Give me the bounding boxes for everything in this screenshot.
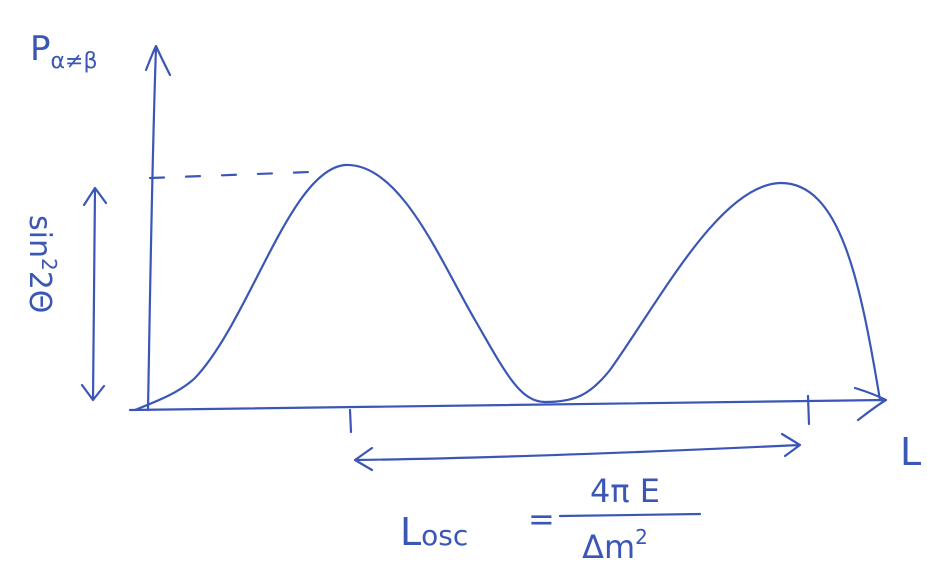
fraction-bar (560, 514, 700, 516)
y-axis-label: Pα≠β (30, 29, 98, 74)
formula-equals: = (528, 500, 555, 538)
y-axis-label-main: P (30, 29, 51, 69)
formula-lhs-subscript: osc (421, 519, 468, 552)
y-axis (146, 46, 170, 410)
max-line (150, 172, 310, 178)
formula-lhs: Losc (400, 510, 468, 554)
formula-denominator-main: Δm (582, 528, 635, 566)
probability-curve (135, 165, 880, 410)
x-axis-label: L (900, 430, 921, 474)
amplitude-main: sin (22, 215, 57, 258)
formula-numerator: 4π E (590, 472, 660, 510)
y-axis-label-subscript: α≠β (51, 49, 98, 74)
amplitude-arrow (82, 188, 106, 400)
amplitude-rest: 2Θ (22, 271, 57, 314)
amplitude-label: sin22Θ (22, 215, 61, 313)
x-axis (130, 388, 886, 420)
diagram: Pα≠β L sin22Θ Losc = 4π E Δm2 (0, 0, 927, 569)
period-arrow (355, 434, 800, 470)
formula-denominator: Δm2 (582, 525, 648, 566)
formula-lhs-main: L (400, 510, 421, 554)
formula-denominator-superscript: 2 (635, 525, 648, 549)
amplitude-superscript: 2 (37, 258, 61, 271)
